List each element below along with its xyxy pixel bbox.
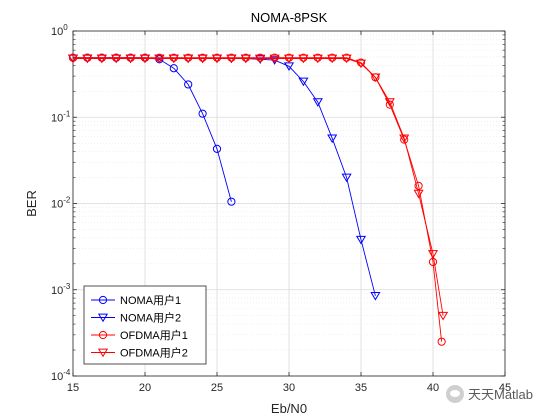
data-point (168, 54, 179, 64)
legend-item: NOMA用户1 (91, 293, 181, 307)
data-point (355, 235, 367, 245)
data-point (400, 135, 409, 144)
x-tick-label: 20 (139, 382, 151, 394)
y-tick-label: 10-4 (51, 368, 71, 383)
legend-label: NOMA用户2 (120, 311, 181, 325)
data-point (111, 54, 122, 64)
data-point (413, 189, 424, 199)
data-point (341, 54, 352, 64)
data-point (312, 98, 323, 107)
x-tick-label: 45 (499, 382, 511, 394)
x-tick-label: 30 (283, 382, 295, 394)
watermark: 天天Matlab (446, 384, 533, 403)
series-line (73, 57, 443, 342)
legend-label: OFDMA用户2 (120, 346, 188, 360)
legend-marker (97, 348, 109, 358)
legend-marker (98, 295, 108, 305)
data-point (269, 54, 280, 64)
legend-marker (97, 313, 109, 323)
data-point (169, 64, 178, 73)
data-point (139, 54, 151, 64)
data-point (184, 80, 193, 89)
data-point (211, 54, 223, 64)
data-point (298, 54, 309, 64)
data-point (255, 54, 266, 64)
x-tick-label: 15 (67, 382, 79, 394)
data-point (96, 54, 107, 64)
legend-marker (98, 330, 108, 340)
data-point (437, 337, 446, 346)
y-tick-label: 10-3 (51, 282, 71, 297)
data-point (438, 311, 449, 321)
wechat-icon (446, 384, 464, 403)
data-point (399, 134, 410, 144)
legend-item: OFDMA用户2 (91, 346, 188, 360)
data-point (82, 54, 93, 64)
legend-item: NOMA用户2 (91, 311, 181, 325)
series-4 (67, 54, 449, 321)
data-point (198, 109, 207, 118)
y-tick-label: 100 (51, 23, 68, 38)
data-point (197, 54, 208, 64)
data-point (283, 54, 295, 64)
data-point (427, 250, 439, 259)
data-point (67, 54, 79, 64)
data-point (414, 181, 423, 190)
legend-label: NOMA用户1 (120, 293, 181, 307)
x-axis-label: Eb/N0 (271, 401, 307, 416)
data-point (212, 144, 222, 153)
data-point (312, 54, 323, 64)
data-point (240, 54, 251, 64)
x-tick-label: 40 (427, 382, 439, 394)
data-point (327, 134, 338, 144)
data-point (370, 73, 381, 83)
data-point (125, 54, 136, 64)
data-point (227, 197, 236, 206)
data-point (327, 54, 338, 64)
series-line (73, 58, 444, 316)
data-point (298, 77, 309, 87)
x-tick-label: 35 (355, 382, 367, 394)
y-axis-label: BER (24, 190, 39, 217)
data-point (384, 98, 395, 107)
legend-item: OFDMA用户1 (91, 328, 188, 342)
data-point (226, 54, 237, 64)
data-point (341, 173, 352, 183)
axis-ticks: 15 20 25 30 35 40 45 100 10-1 10-2 10-3 10-4 (51, 23, 511, 394)
data-point (355, 59, 367, 69)
legend-label: OFDMA用户1 (120, 328, 188, 342)
chart-title: NOMA-8PSK (251, 10, 328, 25)
x-tick-label: 25 (211, 382, 223, 394)
data-point (370, 291, 381, 301)
legend-box (83, 285, 207, 365)
data-point (385, 100, 394, 109)
y-tick-label: 10-2 (51, 196, 71, 211)
legend: NOMA用户1 NOMA用户2 OFDMA用户1 OFDMA用户2 (83, 285, 207, 365)
series-layer (67, 53, 449, 346)
watermark-text: 天天Matlab (468, 387, 534, 402)
data-point (154, 54, 165, 64)
data-point (183, 54, 194, 64)
y-tick-label: 10-1 (51, 109, 71, 124)
